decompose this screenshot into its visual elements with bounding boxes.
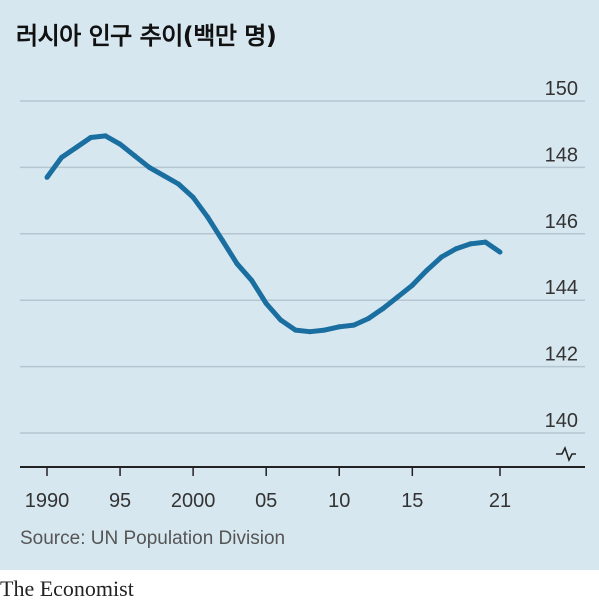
data-point-2008 xyxy=(307,329,313,335)
x-tick-label-2000: 2000 xyxy=(171,490,216,512)
data-point-2000 xyxy=(190,194,196,200)
data-point-1990 xyxy=(44,174,50,180)
x-axis xyxy=(20,446,585,476)
data-point-2007 xyxy=(292,327,298,333)
data-point-2010 xyxy=(336,324,342,330)
data-point-2009 xyxy=(322,327,328,333)
data-point-2019 xyxy=(468,241,474,247)
data-point-2006 xyxy=(278,317,284,323)
data-point-1992 xyxy=(73,145,79,150)
chart-panel xyxy=(0,0,599,570)
x-tick-label-10: 10 xyxy=(328,490,350,512)
y-axis-labels: 150 148 146 144 142 140 xyxy=(545,78,578,432)
series-line-0 xyxy=(44,133,502,335)
line-chart: 150 148 146 144 142 140 1990 95 2000 05 10 15 21 xyxy=(20,78,585,512)
data-point-2001 xyxy=(205,214,211,220)
data-point-1996 xyxy=(132,153,138,159)
y-tick-label-140: 140 xyxy=(545,410,578,432)
data-point-2011 xyxy=(351,322,357,328)
y-tick-label-142: 142 xyxy=(545,344,578,366)
x-tick-label-95: 95 xyxy=(109,490,131,512)
publisher-logo: The Economist xyxy=(0,576,134,601)
data-point-1999 xyxy=(176,181,181,187)
data-point-2002 xyxy=(219,237,225,243)
data-point-2021 xyxy=(497,249,503,255)
data-point-1998 xyxy=(161,173,167,179)
data-point-2018 xyxy=(453,246,459,252)
data-point-1991 xyxy=(59,154,65,160)
data-point-2020 xyxy=(482,239,488,245)
y-tick-label-148: 148 xyxy=(545,144,578,166)
data-point-2003 xyxy=(234,261,240,267)
y-tick-label-150: 150 xyxy=(545,78,578,100)
data-point-1993 xyxy=(88,135,94,140)
gridlines xyxy=(20,100,585,434)
x-axis-labels: 1990 95 2000 05 10 15 21 xyxy=(25,490,511,512)
y-tick-label-144: 144 xyxy=(545,277,578,299)
data-point-2015 xyxy=(409,282,415,288)
chart-title: 러시아 인구 추이(백만 명) xyxy=(16,22,277,50)
x-tick-label-21: 21 xyxy=(489,490,511,512)
data-point-1994 xyxy=(103,133,108,139)
data-point-2016 xyxy=(424,267,430,273)
series-layer xyxy=(44,133,503,335)
data-point-1997 xyxy=(146,164,152,170)
axis-break-icon xyxy=(556,446,576,462)
data-point-2013 xyxy=(380,306,386,311)
x-tick-label-1990: 1990 xyxy=(25,490,70,512)
x-tick-label-05: 05 xyxy=(255,490,277,512)
data-point-2017 xyxy=(439,254,444,260)
x-tick-label-15: 15 xyxy=(401,490,423,512)
data-point-1995 xyxy=(117,141,123,147)
source-note: Source: UN Population Division xyxy=(20,528,286,549)
data-point-2005 xyxy=(263,301,269,306)
data-point-2004 xyxy=(249,277,255,283)
y-tick-label-146: 146 xyxy=(545,211,578,233)
data-point-2012 xyxy=(366,316,371,321)
data-point-2014 xyxy=(395,294,401,300)
